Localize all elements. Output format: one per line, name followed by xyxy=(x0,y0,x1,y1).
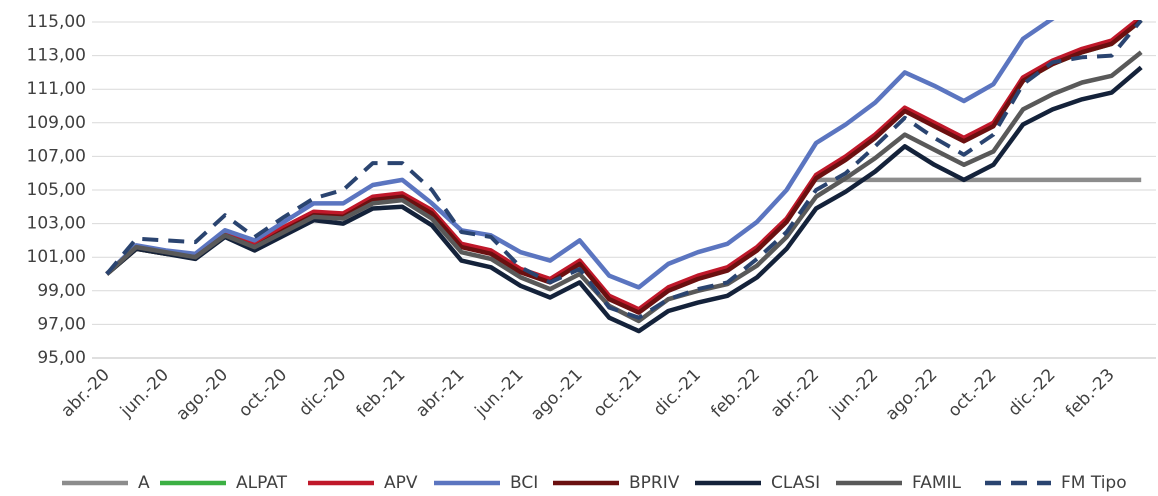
legend-label: BPRIV xyxy=(629,473,680,493)
y-tick-label: 111,00 xyxy=(27,79,86,99)
legend-label: A xyxy=(138,473,150,493)
x-tick-label: oct.-21 xyxy=(590,365,646,421)
y-tick-label: 113,00 xyxy=(27,46,86,66)
x-tick-label: ago.-20 xyxy=(172,365,232,425)
series-line xyxy=(105,20,1143,320)
x-tick-label: abr.-21 xyxy=(412,365,468,421)
y-tick-label: 99,00 xyxy=(37,281,86,301)
y-tick-label: 109,00 xyxy=(27,113,86,133)
legend-label: APV xyxy=(384,473,418,493)
legend-label: BCI xyxy=(510,473,538,493)
y-tick-label: 97,00 xyxy=(37,314,86,334)
legend-label: FAMIL xyxy=(912,473,962,493)
legend-label: FM Tipo xyxy=(1061,473,1127,493)
legend-label: CLASI xyxy=(771,473,820,493)
x-tick-label: jun.-22 xyxy=(825,365,882,422)
x-tick-label: jun.-21 xyxy=(471,365,528,422)
x-tick-label: jun.-20 xyxy=(116,365,173,422)
y-tick-label: 95,00 xyxy=(37,348,86,368)
x-tick-label: abr.-22 xyxy=(767,365,823,421)
series-line xyxy=(105,50,1143,324)
legend-label: ALPAT xyxy=(236,473,288,493)
y-tick-label: 107,00 xyxy=(27,146,86,166)
y-tick-label: 105,00 xyxy=(27,180,86,200)
x-tick-label: feb.-22 xyxy=(707,365,764,422)
series-line xyxy=(105,20,1143,314)
y-tick-label: 101,00 xyxy=(27,247,86,267)
series-line xyxy=(105,65,1143,334)
x-tick-label: dic.-22 xyxy=(1004,365,1059,420)
x-tick-label: feb.-23 xyxy=(1062,365,1119,422)
x-tick-label: oct.-20 xyxy=(235,365,291,421)
y-tick-label: 115,00 xyxy=(27,12,86,32)
series-line xyxy=(105,20,1055,290)
x-tick-label: ago.-21 xyxy=(527,365,587,425)
x-tick-label: abr.-20 xyxy=(57,365,113,421)
y-tick-label: 103,00 xyxy=(27,214,86,234)
x-tick-label: feb.-21 xyxy=(353,365,410,422)
x-tick-label: oct.-22 xyxy=(944,365,1000,421)
plot-area xyxy=(105,20,1143,334)
x-tick-label: ago.-22 xyxy=(882,365,942,425)
x-tick-label: dic.-21 xyxy=(650,365,705,420)
series-line xyxy=(105,20,1142,312)
x-tick-label: dic.-20 xyxy=(295,365,350,420)
